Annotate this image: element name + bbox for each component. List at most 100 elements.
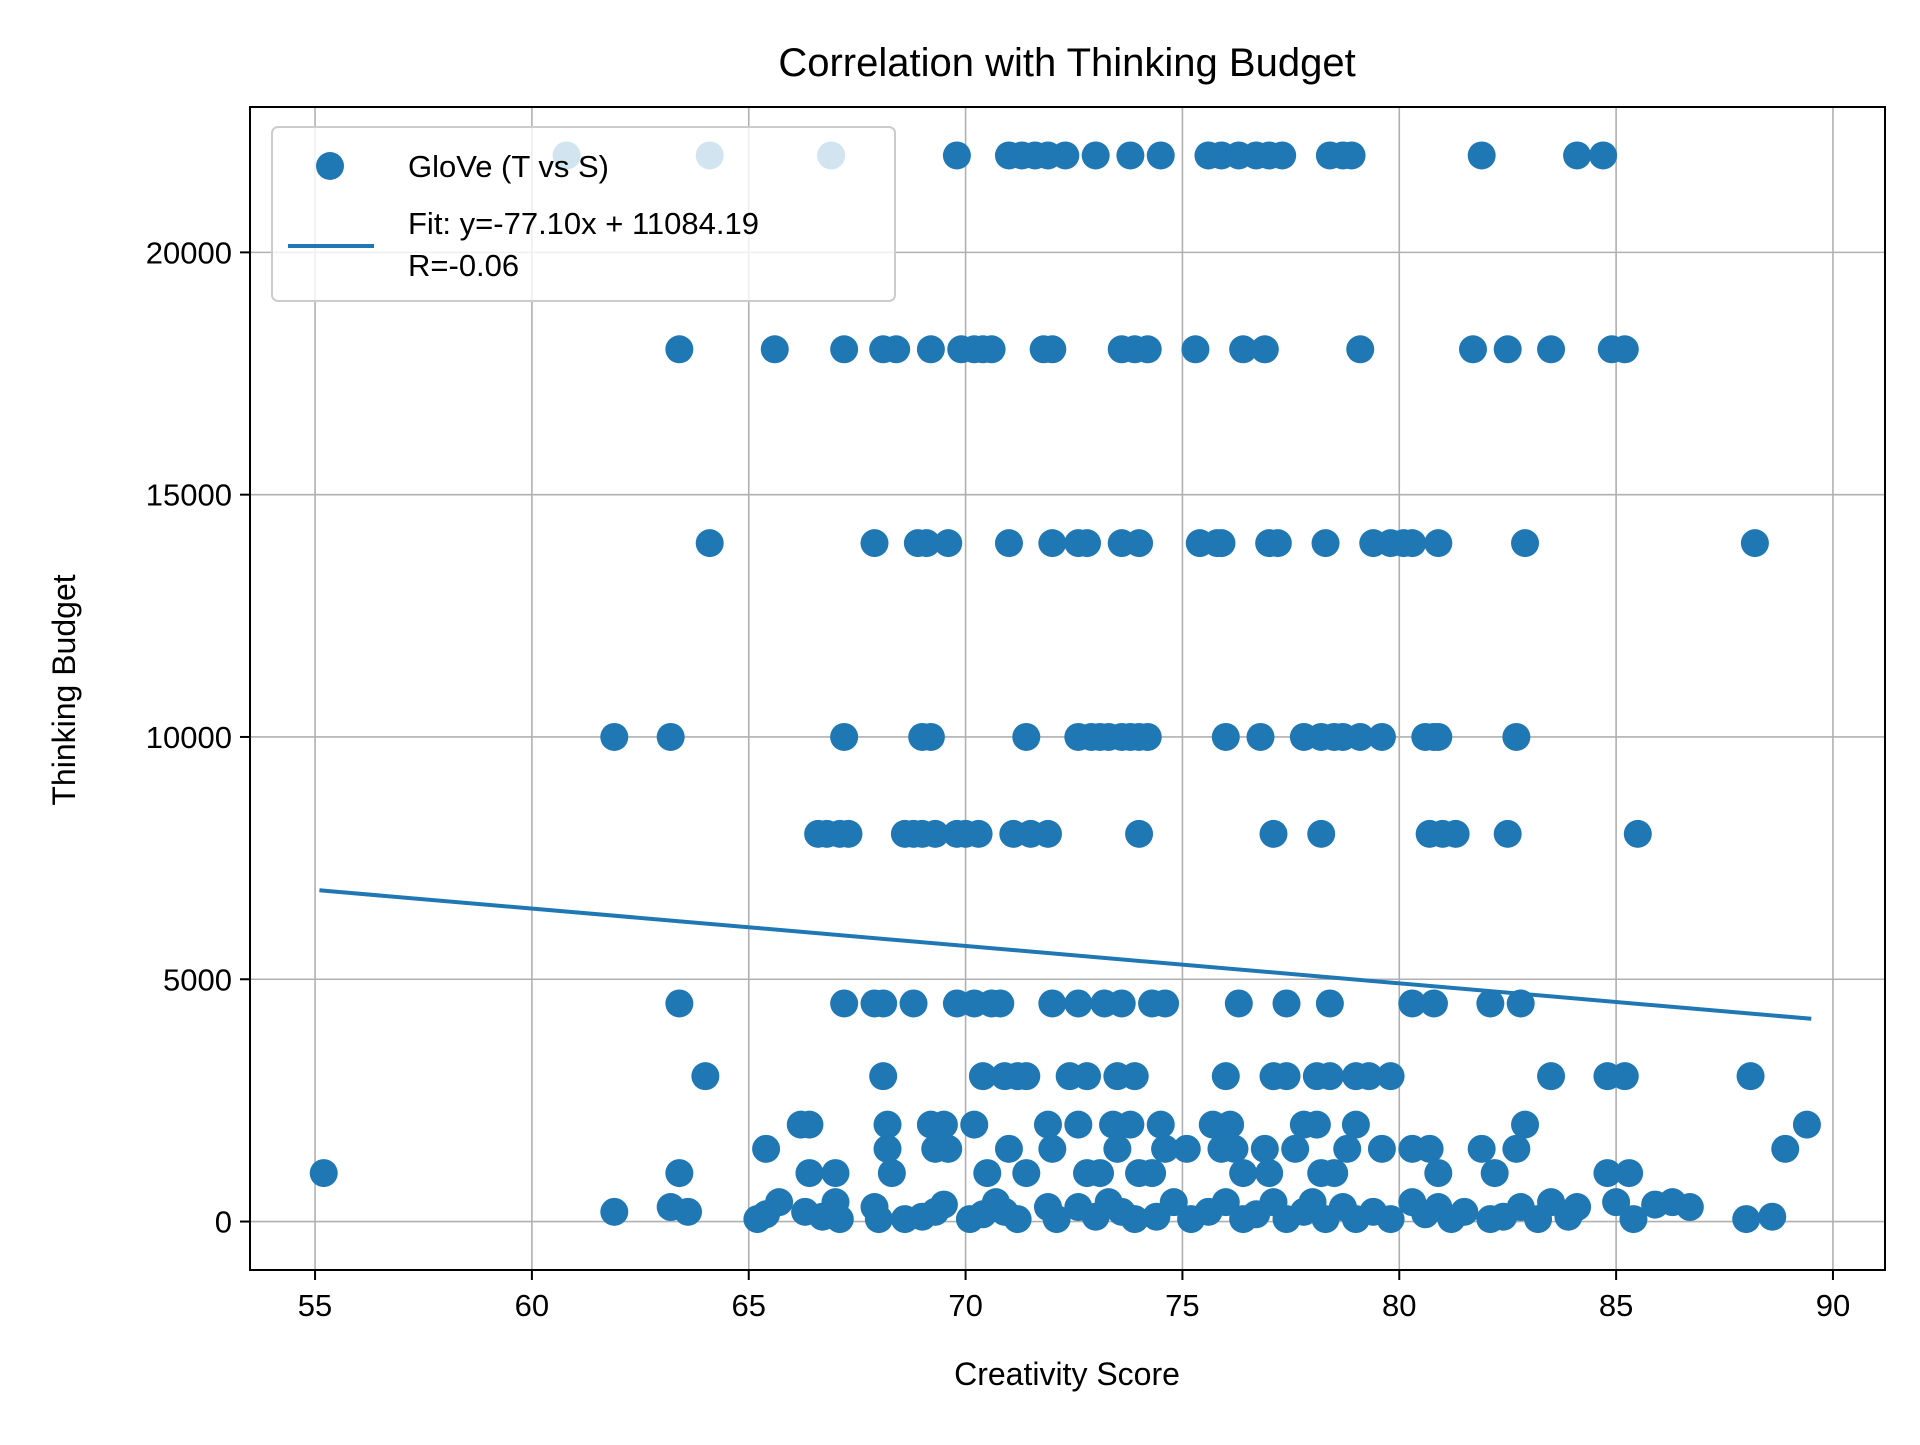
data-point [1133,722,1162,751]
data-point [1675,1193,1704,1222]
data-point [1758,1202,1787,1231]
data-point [916,335,945,364]
data-point [765,1188,794,1217]
data-point [1476,989,1505,1018]
data-point [1138,1159,1167,1188]
data-point [1736,1062,1765,1091]
data-point [1263,529,1292,558]
data-point [1302,1110,1331,1139]
y-axis-ticks: 0 5000 10000 15000 20000 [146,235,250,1240]
data-point [1272,1062,1301,1091]
data-point [977,335,1006,364]
data-point [1589,141,1618,170]
data-point [665,989,694,1018]
data-point [1073,1062,1102,1091]
data-point [1003,1205,1032,1234]
data-point [1792,1110,1821,1139]
data-point [1740,529,1769,558]
data-point [1281,1134,1310,1163]
data-point [1315,1062,1344,1091]
data-point [309,1159,338,1188]
data-point [1467,141,1496,170]
data-point [1506,989,1535,1018]
data-point [1012,1062,1041,1091]
data-point [600,722,629,751]
data-point [1051,141,1080,170]
data-point [1120,1205,1149,1234]
plot-frame [249,106,1886,1271]
data-point [1103,1134,1132,1163]
data-point [899,989,928,1018]
data-point [1038,529,1067,558]
data-point [1354,1062,1383,1091]
data-point [1424,529,1453,558]
data-point [1467,1134,1496,1163]
data-point [1133,335,1162,364]
x-tick-label: 80 [1382,1288,1416,1323]
data-point [1315,989,1344,1018]
data-point [1337,141,1366,170]
data-point [921,819,950,848]
data-point [1268,141,1297,170]
data-point [1502,722,1531,751]
data-point [1042,1205,1071,1234]
x-tick-label: 60 [515,1288,549,1323]
data-point [1593,1159,1622,1188]
data-point [929,1190,958,1219]
legend-label-r: R=-0.06 [408,248,519,283]
data-point [691,1062,720,1091]
data-point [1493,819,1522,848]
x-tick-label: 65 [731,1288,765,1323]
data-point [1610,335,1639,364]
data-point [1398,529,1427,558]
data-point [1224,989,1253,1018]
data-point [929,1110,958,1139]
data-point [1563,1193,1592,1222]
x-axis-label: Creativity Score [954,1356,1180,1392]
data-point [695,529,724,558]
data-point [1441,819,1470,848]
y-tick-label: 15000 [146,478,232,513]
data-point [1220,1134,1249,1163]
legend-scatter-marker [316,152,344,180]
data-point [1502,1134,1531,1163]
data-point [830,335,859,364]
data-point [1116,141,1145,170]
data-point [1771,1134,1800,1163]
data-point [1272,989,1301,1018]
data-point [1081,141,1110,170]
scatter-points [309,141,1821,1234]
data-point [960,1110,989,1139]
data-point [674,1197,703,1226]
data-point [1146,1110,1175,1139]
data-point [1320,1159,1349,1188]
data-point [869,989,898,1018]
legend-label-fit: Fit: y=-77.10x + 11084.19 [408,206,759,241]
data-point [1064,1110,1093,1139]
data-point [1602,1188,1631,1217]
data-point [1346,722,1375,751]
data-point [821,1159,850,1188]
data-point [1211,1188,1240,1217]
x-tick-label: 90 [1816,1288,1850,1323]
data-point [882,335,911,364]
data-point [1086,1159,1115,1188]
data-point [964,819,993,848]
x-tick-label: 55 [298,1288,332,1323]
legend-label-scatter: GloVe (T vs S) [408,149,609,184]
data-point [1511,1110,1540,1139]
data-point [834,819,863,848]
legend-box [271,126,896,302]
data-point [986,989,1015,1018]
data-point [1610,1062,1639,1091]
data-point [1458,335,1487,364]
data-point [1563,141,1592,170]
data-point [1033,1110,1062,1139]
data-point [1151,1134,1180,1163]
data-point [860,529,889,558]
y-tick-label: 10000 [146,720,232,755]
data-point [1415,1134,1444,1163]
data-point [1181,335,1210,364]
data-point [1419,989,1448,1018]
